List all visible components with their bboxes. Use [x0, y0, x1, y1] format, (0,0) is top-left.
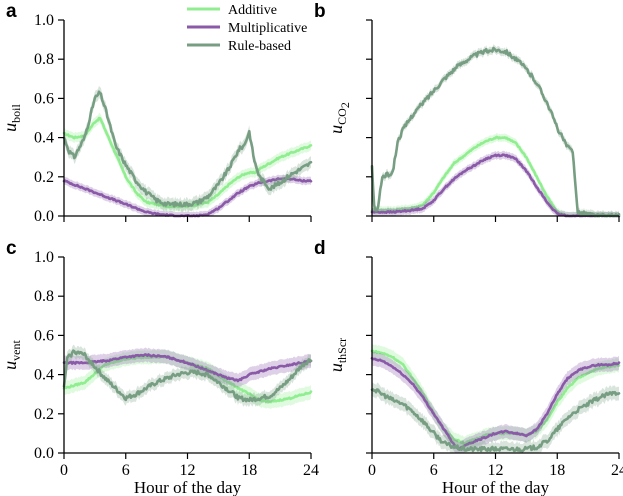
y-tick-label-a-1: 0.2: [34, 169, 54, 186]
x-tick-label-c-3: 18: [241, 462, 257, 479]
y-tick-label-c-2: 0.4: [34, 367, 54, 384]
y-axis-title-symbol-a: u: [0, 123, 20, 132]
y-axis-title-subscript-d: thScr: [335, 338, 349, 363]
x-tick-label-c-4: 24: [303, 462, 319, 479]
series-line-rule-based-a: [62, 90, 313, 208]
x-tick-label-d-1: 6: [430, 462, 438, 479]
panel-letter-c: c: [6, 238, 17, 259]
y-axis-title-symbol-c: u: [0, 361, 20, 370]
y-axis-title-c: uvent: [0, 340, 23, 370]
y-tick-label-c-0: 0.0: [34, 445, 54, 462]
x-tick-label-c-0: 0: [60, 462, 68, 479]
y-axis-title-subscript-b: CO: [335, 108, 349, 125]
x-tick-label-d-2: 12: [488, 462, 504, 479]
series-line-multiplicative-c: [62, 353, 313, 383]
legend-label-rule-based: Rule-based: [228, 39, 291, 54]
y-axis-title-b: uCO2: [326, 102, 352, 134]
y-tick-label-a-5: 1.0: [34, 12, 54, 29]
series-line-rule-based-b: [370, 46, 621, 218]
y-axis-title-subsubscript-b: 2: [338, 102, 352, 108]
panel-a: a 0.0 0.2 0.4 0.6 0.8 1.0 uboil: [0, 1, 313, 225]
y-tick-label-c-5: 1.0: [34, 249, 54, 266]
legend-label-multiplicative: Multiplicative: [228, 21, 307, 36]
panel-b: b uCO2: [314, 1, 621, 222]
series-line-rule-based-c: [62, 349, 313, 403]
band-additive-d: [372, 344, 619, 451]
legend-label-additive: Additive: [228, 3, 277, 18]
panel-letter-a: a: [6, 1, 17, 22]
y-axis-title-d: uthScr: [326, 338, 349, 372]
x-tick-label-d-0: 0: [368, 462, 376, 479]
series-line-additive-b: [370, 135, 621, 218]
panel-letter-d: d: [314, 238, 326, 259]
y-axis-title-symbol-d: u: [326, 363, 346, 372]
band-rule-based-c: [64, 344, 311, 408]
band-additive-b: [372, 133, 619, 216]
y-axis-title-subscript-a: boil: [9, 104, 23, 123]
y-tick-label-c-3: 0.6: [34, 327, 54, 344]
band-rule-based-d: [372, 382, 619, 453]
series-line-rule-based-d: [370, 388, 621, 453]
legend: Additive Multiplicative Rule-based: [187, 3, 307, 54]
y-axis-title-a: uboil: [0, 104, 23, 132]
x-tick-label-d-3: 18: [549, 462, 565, 479]
x-axis-title-d: Hour of the day: [442, 478, 550, 496]
y-tick-label-c-1: 0.2: [34, 406, 54, 423]
series-line-multiplicative-a: [62, 176, 313, 218]
y-tick-label-a-3: 0.6: [34, 90, 54, 107]
x-axis-title-c: Hour of the day: [134, 478, 242, 496]
band-rule-based-b: [372, 44, 619, 216]
x-tick-label-c-1: 6: [122, 462, 130, 479]
panel-letter-b: b: [314, 1, 326, 22]
y-tick-label-a-4: 0.8: [34, 51, 54, 68]
series-line-multiplicative-d: [370, 357, 621, 451]
y-tick-label-a-2: 0.4: [34, 130, 54, 147]
y-tick-label-c-4: 0.8: [34, 288, 54, 305]
y-tick-label-a-0: 0.0: [34, 208, 54, 225]
y-axis-title-symbol-b: u: [326, 125, 346, 134]
panel-c: c 0.0 0.2 0.4 0.6 0.8 1.0 0 6 12 18 24 Hour of the d…: [0, 238, 319, 496]
panel-d: d 0 6 12 18 24 Hour of the day uthScr: [314, 238, 623, 496]
y-axis-title-subscript-c: vent: [9, 340, 23, 361]
x-tick-label-d-4: 24: [611, 462, 623, 479]
x-tick-label-c-2: 12: [180, 462, 196, 479]
